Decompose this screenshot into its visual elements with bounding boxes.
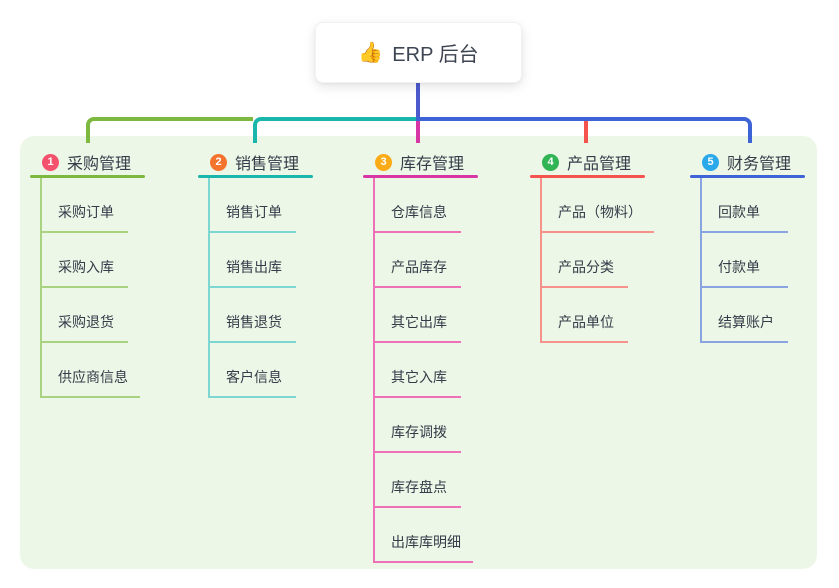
branch: 4 产品管理 产品（物料） 产品分类 产品单位 <box>530 149 654 343</box>
branch-children: 产品（物料） 产品分类 产品单位 <box>540 178 654 343</box>
child-item[interactable]: 回款单 <box>702 178 788 233</box>
branch: 1 采购管理 采购订单 采购入库 采购退货 供应商信息 <box>30 149 145 398</box>
branch-underline <box>530 175 645 178</box>
branch-underline <box>30 175 145 178</box>
connector-branch4-drop <box>584 121 588 143</box>
branch-number-badge: 4 <box>542 153 559 171</box>
child-item[interactable]: 采购订单 <box>42 178 128 233</box>
child-item[interactable]: 采购退货 <box>42 288 128 343</box>
child-item[interactable]: 产品库存 <box>375 233 461 288</box>
branch-header[interactable]: 4 产品管理 <box>530 149 654 175</box>
connector-branch1-elbow <box>86 117 253 143</box>
child-item[interactable]: 其它入库 <box>375 343 461 398</box>
child-item[interactable]: 销售订单 <box>210 178 296 233</box>
branch-header[interactable]: 1 采购管理 <box>30 149 145 175</box>
child-item[interactable]: 采购入库 <box>42 233 128 288</box>
child-item[interactable]: 产品单位 <box>542 288 628 343</box>
branch-title: 采购管理 <box>67 156 132 173</box>
branch-title: 产品管理 <box>567 156 632 173</box>
child-item[interactable]: 产品分类 <box>542 233 628 288</box>
branch-header[interactable]: 3 库存管理 <box>363 149 478 175</box>
branch-number-badge: 5 <box>702 153 719 171</box>
branch-children: 仓库信息 产品库存 其它出库 其它入库 库存调拨 库存盘点 出库库明细 <box>373 178 473 563</box>
branch-header[interactable]: 5 财务管理 <box>690 149 805 175</box>
child-item[interactable]: 库存盘点 <box>375 453 461 508</box>
child-item[interactable]: 其它出库 <box>375 288 461 343</box>
root-node[interactable]: 👍 ERP 后台 <box>315 22 522 83</box>
connector-branch3-drop <box>416 121 420 143</box>
branches-panel <box>20 136 817 569</box>
child-item[interactable]: 销售退货 <box>210 288 296 343</box>
branch: 3 库存管理 仓库信息 产品库存 其它出库 其它入库 库存调拨 库存盘点 出库库明细 <box>363 149 478 563</box>
branch-number-badge: 3 <box>375 153 392 171</box>
root-node-label: ERP 后台 <box>392 44 479 66</box>
child-item[interactable]: 结算账户 <box>702 288 788 343</box>
branch-title: 销售管理 <box>235 156 300 173</box>
child-item[interactable]: 出库库明细 <box>375 508 473 563</box>
connector-branch2-elbow <box>253 117 416 143</box>
branch-underline <box>690 175 805 178</box>
child-item[interactable]: 库存调拨 <box>375 398 461 453</box>
branch: 2 销售管理 销售订单 销售出库 销售退货 客户信息 <box>198 149 313 398</box>
connector-root-line <box>416 83 420 121</box>
child-item[interactable]: 仓库信息 <box>375 178 461 233</box>
branch-children: 采购订单 采购入库 采购退货 供应商信息 <box>40 178 140 398</box>
branch-children: 回款单 付款单 结算账户 <box>700 178 788 343</box>
child-item[interactable]: 产品（物料） <box>542 178 654 233</box>
branch-title: 财务管理 <box>727 156 792 173</box>
branch-title: 库存管理 <box>400 156 465 173</box>
child-item[interactable]: 供应商信息 <box>42 343 140 398</box>
branch-number-badge: 2 <box>210 153 227 171</box>
branch-underline <box>363 175 478 178</box>
branch-children: 销售订单 销售出库 销售退货 客户信息 <box>208 178 296 398</box>
child-item[interactable]: 客户信息 <box>210 343 296 398</box>
thumbs-up-icon: 👍 <box>358 42 384 64</box>
child-item[interactable]: 销售出库 <box>210 233 296 288</box>
branch-number-badge: 1 <box>42 153 59 171</box>
child-item[interactable]: 付款单 <box>702 233 788 288</box>
branch-header[interactable]: 2 销售管理 <box>198 149 313 175</box>
branch: 5 财务管理 回款单 付款单 结算账户 <box>690 149 805 343</box>
branch-underline <box>198 175 313 178</box>
connector-branch5-elbow <box>416 117 752 143</box>
